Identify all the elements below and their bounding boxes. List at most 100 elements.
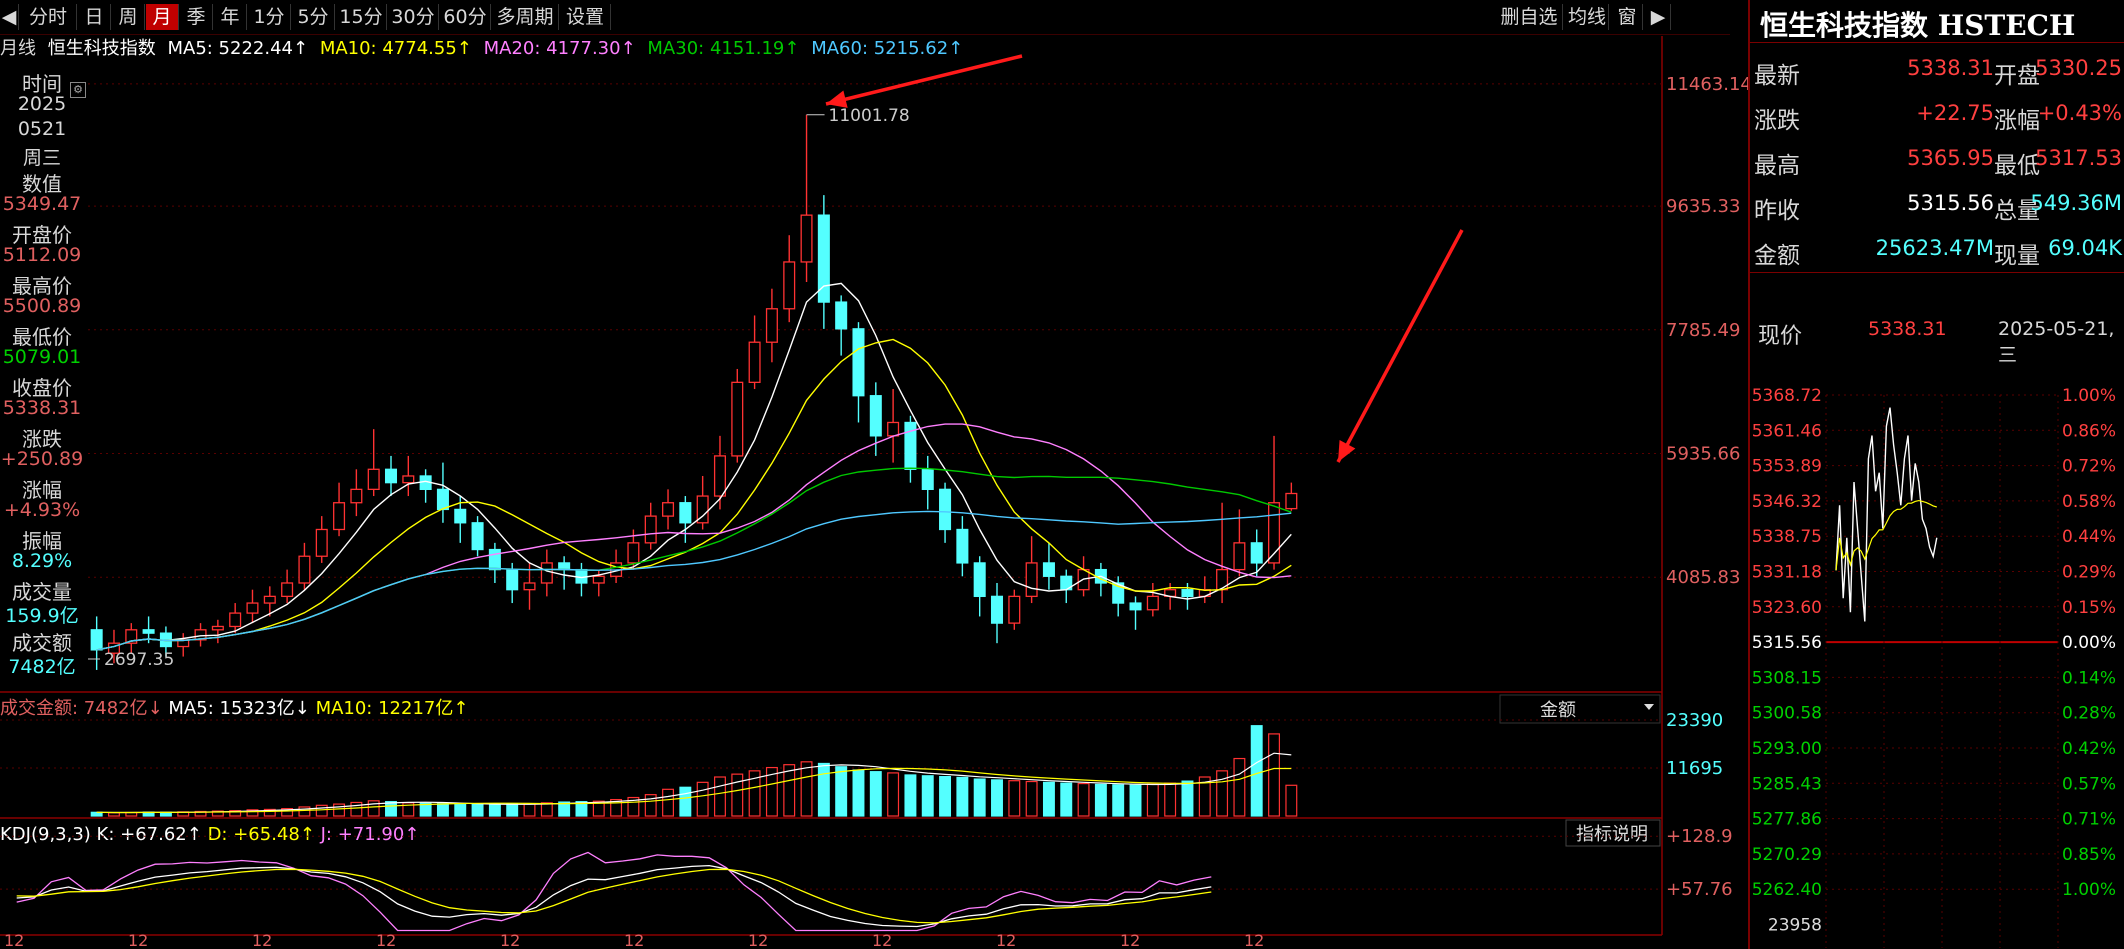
candle-body xyxy=(229,612,242,628)
indicator-help-button[interactable] xyxy=(1565,819,1661,847)
mini-price-label: 5262.40 xyxy=(1752,880,1822,900)
volume-bar xyxy=(991,779,1003,817)
volume-bar xyxy=(1146,783,1159,817)
toolbar-tab[interactable]: 5分 xyxy=(292,4,335,30)
volume-bar xyxy=(246,809,259,817)
mini-pct-label: 1.00% xyxy=(2062,386,2116,406)
candle xyxy=(177,633,190,657)
candle xyxy=(990,582,1004,644)
mini-pct-label: 0.72% xyxy=(2062,457,2116,477)
volume-bar xyxy=(592,800,605,817)
ma10-line xyxy=(96,338,1292,651)
candle xyxy=(835,295,848,356)
kdj-tick-label: +128.9 xyxy=(1666,826,1733,847)
volume-bar xyxy=(1042,781,1055,817)
mini-price-label: 5277.86 xyxy=(1752,810,1822,830)
candle xyxy=(748,315,761,390)
toolbar-tab[interactable]: 季 xyxy=(180,4,213,30)
time-tick-label: 12 xyxy=(376,931,396,949)
toolbar-tab[interactable]: 设置 xyxy=(560,4,611,30)
toolbar-right-button[interactable]: 均线 xyxy=(1566,4,1609,30)
candle xyxy=(713,435,726,510)
intraday-mini-chart[interactable]: 5368.72 1.00% 5361.46 0.86% 5353.89 0.72% 5346… xyxy=(1750,368,2124,948)
quote-value: 5330.25 xyxy=(2035,56,2122,80)
quote-value: 25623.47M xyxy=(1875,236,1994,260)
candle xyxy=(852,322,865,423)
candle-body xyxy=(90,629,103,651)
candle xyxy=(211,619,224,644)
quote-label: 昨收 xyxy=(1754,198,1800,224)
volume-bar xyxy=(506,803,519,817)
candle xyxy=(956,516,969,577)
info-label: 成交额 xyxy=(12,631,72,655)
kline-chart[interactable]: 11463.14 9635.33 7785.49 5935.66 4085.83 1100… xyxy=(0,0,1748,949)
volume-bar xyxy=(298,806,311,817)
toolbar-right-arrow-icon[interactable]: ▶ xyxy=(1646,4,1671,30)
period-toolbar: ◀ 分时日周月季年 1分 5分 15分 30分 60分 多周期 设置 删自选 均线窗 ▶ xyxy=(0,0,1730,35)
volume-bar xyxy=(904,774,917,817)
mini-pct-label: 0.58% xyxy=(2062,492,2116,512)
volume-selector-label[interactable]: 金额 xyxy=(1540,700,1576,721)
toolbar-tab[interactable]: 1分 xyxy=(248,4,291,30)
arrow-head xyxy=(826,90,848,108)
info-label: 振幅 xyxy=(22,529,62,553)
candle xyxy=(800,114,813,283)
toolbar-tab[interactable]: 30分 xyxy=(388,4,439,30)
quote-value: 69.04K xyxy=(2048,236,2122,260)
candle xyxy=(558,556,571,590)
volume-bar xyxy=(748,770,761,817)
quote-value: +0.43% xyxy=(2037,101,2122,125)
toolbar-tab[interactable]: 日 xyxy=(78,4,111,30)
toolbar-tab[interactable]: 月 xyxy=(146,4,179,30)
candle-body xyxy=(575,568,588,584)
ma20-line xyxy=(96,423,1292,651)
mini-price-label: 5353.89 xyxy=(1752,457,1822,477)
toolbar-tab[interactable]: 多周期 xyxy=(492,4,559,30)
candle xyxy=(817,195,830,329)
price-tick-label: 5935.66 xyxy=(1666,444,1740,465)
toolbar-tab[interactable]: 60分 xyxy=(440,4,491,30)
toolbar-tab[interactable]: 15分 xyxy=(336,4,387,30)
indicator-help-label[interactable]: 指标说明 xyxy=(1576,824,1648,845)
quote-panel: 恒生科技指数 HSTECH 最新 5338.31 开盘 5330.25 涨跌 +22.75… xyxy=(1748,0,2124,949)
volume-bar xyxy=(350,801,363,817)
quote-value: 5315.56 xyxy=(1907,191,1994,215)
candle-body xyxy=(1250,542,1263,564)
toolbar-tab[interactable]: 分时 xyxy=(20,4,77,30)
mini-pct-label: 0.14% xyxy=(2062,668,2116,688)
toolbar-right-button[interactable]: 删自选 xyxy=(1496,4,1563,30)
candle-body xyxy=(1233,542,1246,571)
candle-body xyxy=(921,468,934,491)
info-label: 最高价 xyxy=(12,274,72,298)
volume-bar xyxy=(385,801,397,817)
volume-selector[interactable] xyxy=(1499,694,1661,724)
candle xyxy=(1146,582,1159,617)
settings-gear-icon[interactable]: ⚙ xyxy=(70,82,86,98)
toolbar-tab[interactable]: 年 xyxy=(214,4,247,30)
dropdown-icon[interactable] xyxy=(1644,704,1654,710)
toolbar-left-arrow-icon[interactable]: ◀ xyxy=(0,4,19,30)
volume-bar xyxy=(471,803,484,817)
candle-body xyxy=(211,625,224,631)
candle xyxy=(592,569,605,597)
volume-bar xyxy=(1250,725,1263,817)
candle-body xyxy=(973,562,986,598)
candle xyxy=(1250,529,1263,577)
candle-body xyxy=(367,468,380,491)
mini-price-label: 5361.46 xyxy=(1752,421,1822,441)
toolbar-tab[interactable]: 周 xyxy=(112,4,145,30)
info-value: 5079.01 xyxy=(2,346,82,368)
mini-pct-label: 0.28% xyxy=(2062,704,2116,724)
mini-pct-label: 0.15% xyxy=(2062,598,2116,618)
volume-bar xyxy=(1025,780,1038,817)
toolbar-right-button[interactable]: 窗 xyxy=(1612,4,1643,30)
candle xyxy=(350,469,363,517)
candle xyxy=(523,562,536,610)
kdj-k-label: K: +67.62↑ xyxy=(97,824,208,845)
candle xyxy=(1268,435,1281,570)
info-label: 时间 xyxy=(22,72,62,96)
time-tick-label: 12 xyxy=(1244,931,1264,949)
volume-bar xyxy=(887,772,900,817)
ma5-line xyxy=(96,282,1292,651)
candle xyxy=(281,569,294,604)
